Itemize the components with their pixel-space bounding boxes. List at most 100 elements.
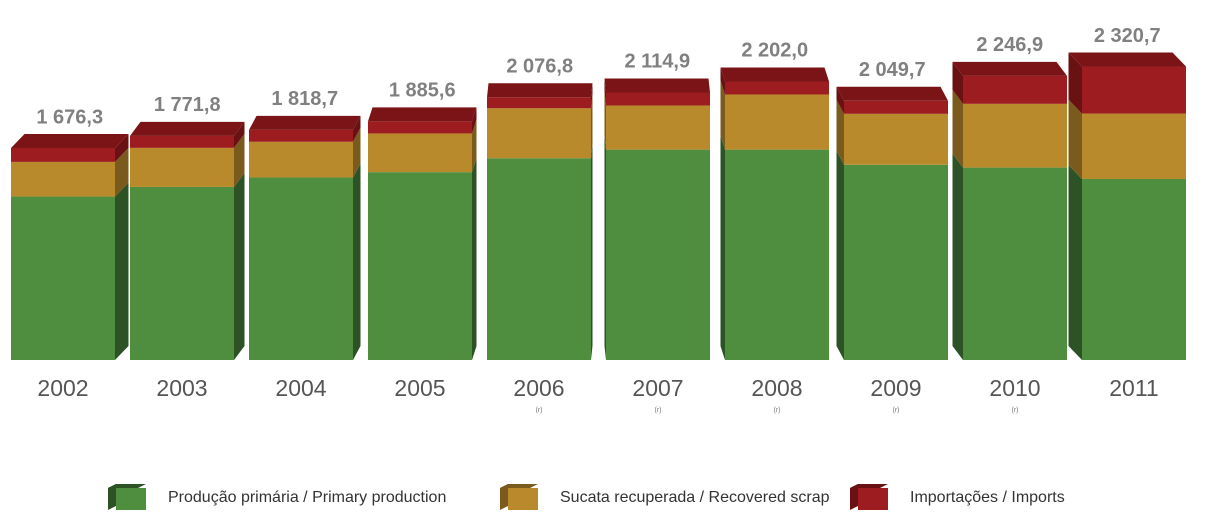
bar-segment (249, 141, 353, 178)
bar-segment (487, 108, 591, 159)
x-tick-label: 2008 (751, 375, 802, 401)
side-face (115, 133, 129, 162)
total-label: 2 246,9 (976, 34, 1043, 56)
side-face (836, 86, 844, 114)
top-face (604, 78, 710, 93)
top-face (249, 115, 361, 130)
top-face (952, 61, 1067, 76)
bar-segment (130, 186, 234, 360)
side-face (115, 182, 129, 360)
side-face (1068, 99, 1082, 179)
side-face (472, 119, 477, 173)
side-face (604, 78, 606, 106)
legend-swatch (508, 488, 538, 510)
note: (r) (1012, 407, 1019, 414)
top-face (720, 67, 829, 82)
bar-segment (1082, 178, 1186, 360)
bar-segment (725, 81, 829, 95)
side-face (604, 135, 606, 360)
legend-side (500, 484, 508, 510)
x-tick-label: 2007 (632, 375, 683, 401)
side-face (353, 127, 361, 178)
total-label: 1 818,7 (271, 88, 338, 110)
total-label: 2 049,7 (859, 59, 926, 81)
legend-label: Sucata recuperada / Recovered scrap (560, 489, 830, 506)
legend-side (108, 484, 116, 510)
note: (r) (893, 407, 900, 414)
legend-label: Produção primária / Primary production (168, 489, 446, 506)
side-face (836, 99, 844, 165)
note: (r) (655, 407, 662, 414)
bar-segment (1082, 66, 1186, 114)
total-label: 2 076,8 (506, 56, 573, 78)
x-tick-label: 2006 (513, 375, 564, 401)
side-face (591, 94, 593, 159)
bar-segment (725, 149, 829, 360)
bar-segment (368, 133, 472, 173)
side-face (234, 121, 245, 148)
side-face (720, 67, 725, 95)
side-face (234, 133, 245, 187)
legend-top (850, 484, 888, 488)
side-face (591, 144, 593, 360)
bar-segment (368, 172, 472, 360)
side-face (1068, 164, 1082, 360)
bar-segment (606, 149, 710, 360)
bar-segment (249, 129, 353, 142)
bar-segment (1082, 113, 1186, 179)
side-face (353, 115, 361, 142)
bar-segment (606, 92, 710, 106)
bar-segment (963, 103, 1067, 168)
top-face (130, 121, 245, 136)
side-face (952, 61, 963, 104)
bar-segment (11, 196, 115, 360)
x-tick-label: 2002 (37, 375, 88, 401)
side-face (836, 150, 844, 360)
legend-side (850, 484, 858, 510)
x-tick-label: 2009 (870, 375, 921, 401)
legend-top (108, 484, 146, 488)
total-label: 2 114,9 (624, 51, 690, 73)
x-tick-label: 2004 (275, 375, 326, 401)
bar-segment (368, 121, 472, 134)
bar-segment (844, 113, 948, 165)
bar-segment (487, 158, 591, 360)
side-face (234, 172, 245, 360)
x-tick-label: 2003 (156, 375, 207, 401)
total-label: 2 202,0 (741, 40, 808, 62)
bar-segment (963, 75, 1067, 104)
top-face (836, 86, 948, 101)
x-tick-label: 2011 (1109, 375, 1158, 401)
side-face (472, 158, 477, 360)
x-tick-label: 2010 (989, 375, 1040, 401)
legend-swatch (116, 488, 146, 510)
side-face (353, 163, 361, 360)
bar-segment (844, 164, 948, 360)
total-label: 1 771,8 (154, 94, 221, 116)
note: (r) (774, 407, 781, 414)
bar-segment (963, 167, 1067, 360)
legend-top (500, 484, 538, 488)
legend-swatch (858, 488, 888, 510)
bar-segment (11, 161, 115, 197)
bar-segment (487, 97, 591, 109)
side-face (720, 135, 725, 360)
bar-segment (11, 147, 115, 162)
side-face (952, 153, 963, 360)
legend-label: Importações / Imports (910, 489, 1065, 506)
note: (r) (536, 407, 543, 414)
bar-segment (249, 177, 353, 360)
top-face (1068, 52, 1186, 67)
side-face (115, 147, 129, 197)
side-face (1068, 52, 1082, 114)
top-face (487, 83, 593, 98)
bar-segment (130, 135, 234, 148)
x-tick-label: 2005 (394, 375, 445, 401)
side-face (591, 83, 593, 109)
total-label: 2 320,7 (1094, 25, 1161, 47)
total-label: 1 676,3 (36, 106, 103, 128)
bar-segment (844, 100, 948, 114)
side-face (604, 91, 606, 150)
top-face (11, 133, 129, 148)
